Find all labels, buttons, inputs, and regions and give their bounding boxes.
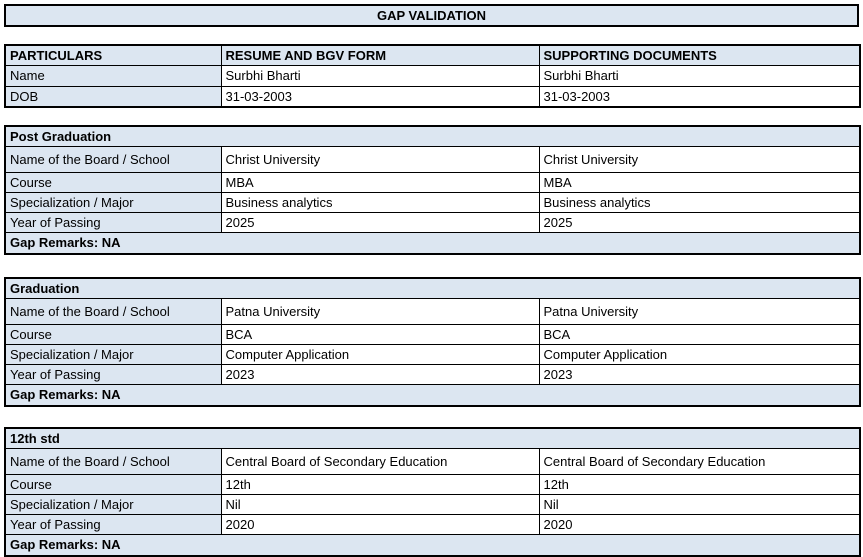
supporting-value: 2023: [538, 363, 861, 385]
supporting-value: Business analytics: [538, 191, 861, 213]
table-row: Specialization / Major Nil Nil: [4, 493, 861, 515]
table-row: Year of Passing 2020 2020: [4, 513, 861, 535]
title-banner: GAP VALIDATION: [4, 4, 859, 27]
section-header-row: 12th std: [4, 427, 861, 449]
row-label: Course: [4, 323, 222, 345]
gap-remarks-row: Gap Remarks: NA: [4, 533, 861, 557]
resume-value: Christ University: [220, 145, 540, 173]
gap-remarks: Gap Remarks: NA: [4, 231, 861, 255]
section-title: Graduation: [4, 277, 861, 299]
row-label: Course: [4, 473, 222, 495]
resume-value: 12th: [220, 473, 540, 495]
table-row: Specialization / Major Computer Applicat…: [4, 343, 861, 365]
resume-value: 31-03-2003: [220, 85, 540, 108]
section-table-12th-std: 12th std Name of the Board / School Cent…: [4, 427, 862, 557]
section-table-graduation: Graduation Name of the Board / School Pa…: [4, 277, 862, 407]
row-label: Specialization / Major: [4, 493, 222, 515]
row-label: Name of the Board / School: [4, 145, 222, 173]
row-label: DOB: [4, 85, 222, 108]
table-row: Course MBA MBA: [4, 171, 861, 193]
row-label: Year of Passing: [4, 513, 222, 535]
gap-remarks: Gap Remarks: NA: [4, 383, 861, 407]
column-header-resume: RESUME AND BGV FORM: [220, 44, 540, 66]
gap-remarks: Gap Remarks: NA: [4, 533, 861, 557]
supporting-value: 12th: [538, 473, 861, 495]
resume-value: 2020: [220, 513, 540, 535]
table-row: Name of the Board / School Central Board…: [4, 447, 861, 475]
table-row: Course BCA BCA: [4, 323, 861, 345]
row-label: Specialization / Major: [4, 343, 222, 365]
table-row: Year of Passing 2023 2023: [4, 363, 861, 385]
supporting-value: 2025: [538, 211, 861, 233]
column-header-supporting: SUPPORTING DOCUMENTS: [538, 44, 861, 66]
supporting-value: Central Board of Secondary Education: [538, 447, 861, 475]
row-label: Name: [4, 64, 222, 87]
supporting-value: Nil: [538, 493, 861, 515]
table-row: Year of Passing 2025 2025: [4, 211, 861, 233]
particulars-table: PARTICULARS RESUME AND BGV FORM SUPPORTI…: [4, 44, 861, 108]
table-row: Course 12th 12th: [4, 473, 861, 495]
gap-remarks-row: Gap Remarks: NA: [4, 383, 861, 407]
row-label: Name of the Board / School: [4, 447, 222, 475]
section-header-row: Post Graduation: [4, 125, 861, 147]
page-title: GAP VALIDATION: [376, 8, 487, 23]
table-row: Name Surbhi Bharti Surbhi Bharti: [4, 64, 861, 87]
section-title: Post Graduation: [4, 125, 861, 147]
resume-value: Computer Application: [220, 343, 540, 365]
resume-value: Central Board of Secondary Education: [220, 447, 540, 475]
table-row: DOB 31-03-2003 31-03-2003: [4, 85, 861, 108]
resume-value: 2023: [220, 363, 540, 385]
row-label: Year of Passing: [4, 211, 222, 233]
row-label: Course: [4, 171, 222, 193]
section-title: 12th std: [4, 427, 861, 449]
resume-value: BCA: [220, 323, 540, 345]
resume-value: 2025: [220, 211, 540, 233]
supporting-value: Christ University: [538, 145, 861, 173]
row-label: Specialization / Major: [4, 191, 222, 213]
section-table-post-graduation: Post Graduation Name of the Board / Scho…: [4, 125, 862, 255]
column-header-particulars: PARTICULARS: [4, 44, 222, 66]
row-label: Name of the Board / School: [4, 297, 222, 325]
supporting-value: Patna University: [538, 297, 861, 325]
resume-value: Surbhi Bharti: [220, 64, 540, 87]
resume-value: Business analytics: [220, 191, 540, 213]
table-row: Specialization / Major Business analytic…: [4, 191, 861, 213]
supporting-value: BCA: [538, 323, 861, 345]
table-header-row: PARTICULARS RESUME AND BGV FORM SUPPORTI…: [4, 44, 861, 66]
supporting-value: Computer Application: [538, 343, 861, 365]
supporting-value: 2020: [538, 513, 861, 535]
supporting-value: Surbhi Bharti: [538, 64, 861, 87]
supporting-value: MBA: [538, 171, 861, 193]
table-row: Name of the Board / School Christ Univer…: [4, 145, 861, 173]
resume-value: Nil: [220, 493, 540, 515]
section-header-row: Graduation: [4, 277, 861, 299]
resume-value: MBA: [220, 171, 540, 193]
row-label: Year of Passing: [4, 363, 222, 385]
gap-remarks-row: Gap Remarks: NA: [4, 231, 861, 255]
table-row: Name of the Board / School Patna Univers…: [4, 297, 861, 325]
supporting-value: 31-03-2003: [538, 85, 861, 108]
resume-value: Patna University: [220, 297, 540, 325]
